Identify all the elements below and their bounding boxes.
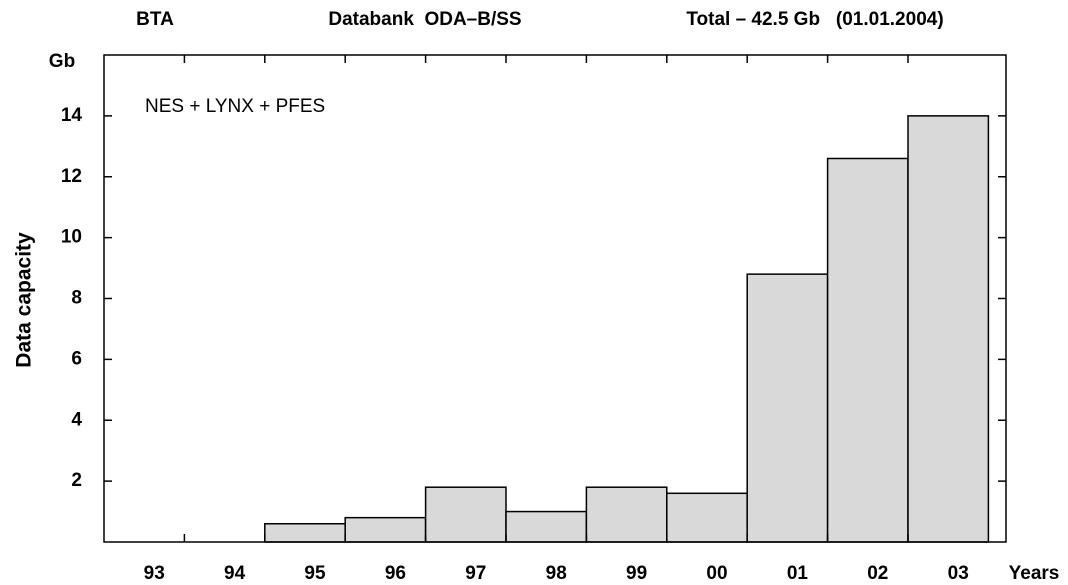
y-tick-label: 2	[71, 470, 82, 491]
y-tick-label: 8	[71, 288, 82, 309]
x-tick-label: 01	[787, 563, 809, 584]
x-tick-label: 93	[144, 563, 165, 584]
x-tick-label: 02	[867, 563, 888, 584]
bar	[424, 486, 507, 543]
y-tick-label: 6	[71, 348, 82, 369]
x-tick-label: 96	[385, 563, 406, 584]
y-unit: Gb	[49, 51, 75, 72]
plot-frame	[103, 54, 1007, 543]
x-tick-label: 98	[546, 563, 567, 584]
bar	[505, 510, 588, 543]
x-tick-label: 95	[304, 563, 326, 584]
title-center: Databank ODA–B/SS	[328, 9, 521, 30]
y-tick-label: 10	[61, 227, 82, 248]
bar	[746, 273, 829, 543]
bar	[907, 115, 990, 543]
bar	[585, 486, 668, 543]
title-left: BTA	[136, 9, 174, 30]
x-tick-label: 97	[465, 563, 486, 584]
annotation: NES + LYNX + PFES	[145, 96, 325, 117]
x-tick-label: 94	[224, 563, 246, 584]
y-tick-label: 12	[61, 166, 82, 187]
x-tick-label: 03	[948, 563, 969, 584]
y-tick-label: 14	[61, 105, 83, 126]
y-axis-label: Data capacity	[13, 232, 36, 368]
bar	[666, 492, 748, 543]
bar	[264, 522, 346, 543]
x-tick-label: 00	[706, 563, 727, 584]
bar	[344, 516, 427, 543]
x-axis-label: Years	[1009, 563, 1060, 584]
title-right: Total – 42.5 Gb (01.01.2004)	[686, 9, 943, 30]
x-tick-label: 99	[626, 563, 647, 584]
bar	[826, 157, 909, 543]
y-tick-label: 4	[71, 409, 82, 430]
